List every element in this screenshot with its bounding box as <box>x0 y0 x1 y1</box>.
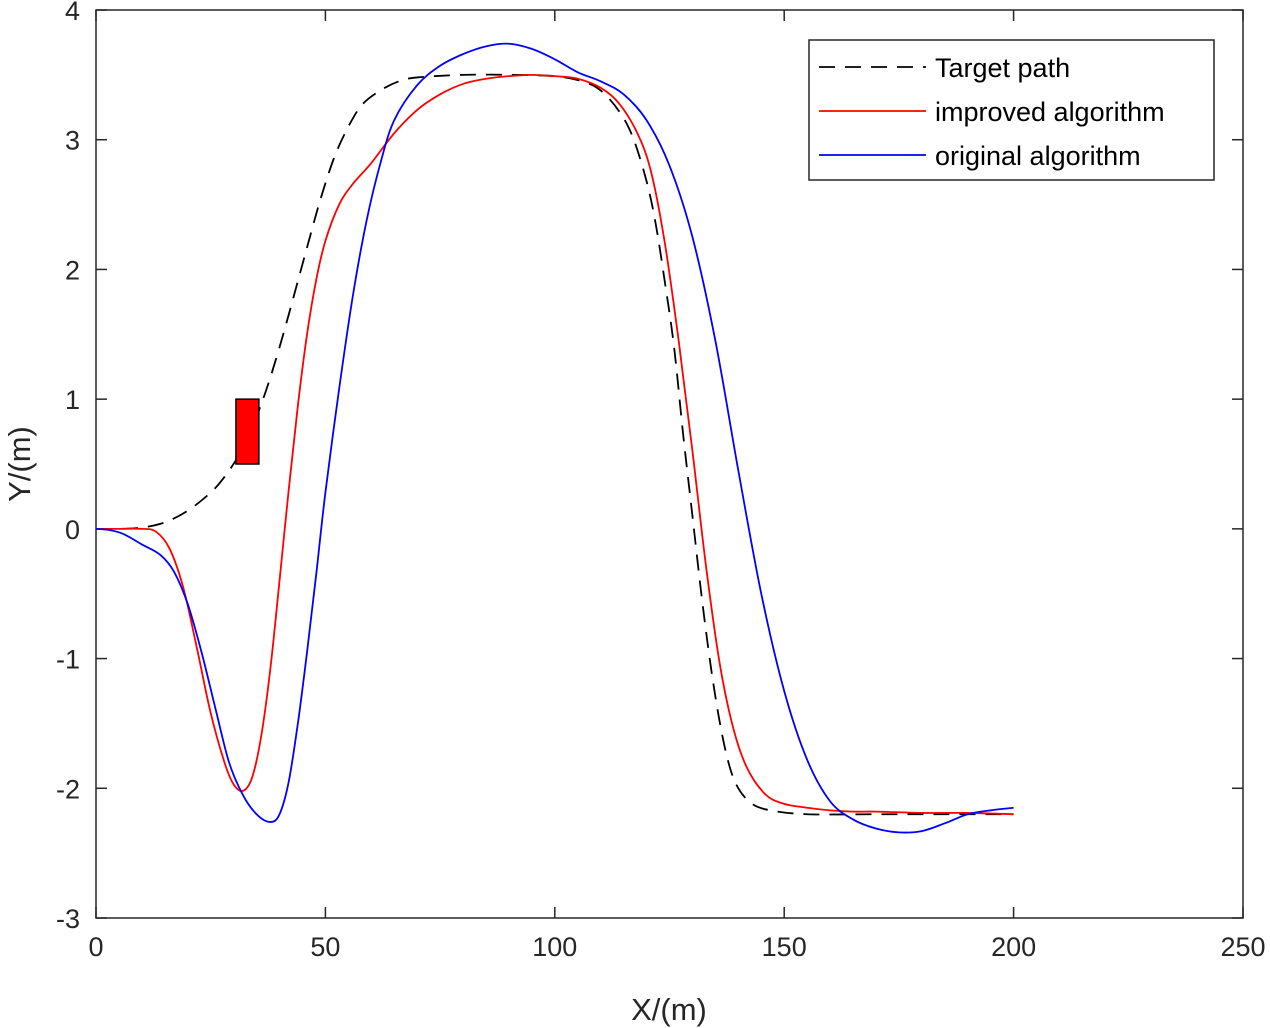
x-tick-label: 250 <box>1220 932 1265 962</box>
series-line-improved-algorithm <box>95 73 1014 816</box>
y-tick-label: 3 <box>65 126 80 156</box>
y-tick-label: 2 <box>65 255 80 285</box>
x-tick-label: 200 <box>991 932 1036 962</box>
y-tick-label: -1 <box>56 645 80 675</box>
obstacle-block <box>235 398 260 465</box>
series-line-original-algorithm <box>95 42 1014 834</box>
x-tick-label: 50 <box>310 932 340 962</box>
y-tick-label: -2 <box>56 774 80 804</box>
y-tick-label: 1 <box>65 385 80 415</box>
x-tick-label: 150 <box>762 932 807 962</box>
y-tick-label: 4 <box>65 0 80 26</box>
legend: Target path improved algorithm original … <box>808 39 1215 181</box>
x-axis-label: X/(m) <box>631 992 707 1027</box>
y-tick-label: -3 <box>56 904 80 934</box>
legend-box <box>808 39 1215 181</box>
x-tick-label: 100 <box>532 932 577 962</box>
series-line-target-path <box>95 73 1014 816</box>
y-axis-label: Y/(m) <box>2 426 37 502</box>
x-tick-label: 0 <box>88 932 103 962</box>
legend-label-improved-algorithm: improved algorithm <box>935 97 1165 127</box>
y-tick-labels: -3 -2 -1 0 1 2 3 4 <box>56 0 80 934</box>
legend-label-target-path: Target path <box>935 53 1070 83</box>
axis-ticks <box>95 9 1244 919</box>
legend-label-original-algorithm: original algorithm <box>935 141 1141 171</box>
series-lines <box>95 42 1014 834</box>
x-tick-labels: 0 50 100 150 200 250 <box>88 932 1265 962</box>
y-tick-label: 0 <box>65 515 80 545</box>
